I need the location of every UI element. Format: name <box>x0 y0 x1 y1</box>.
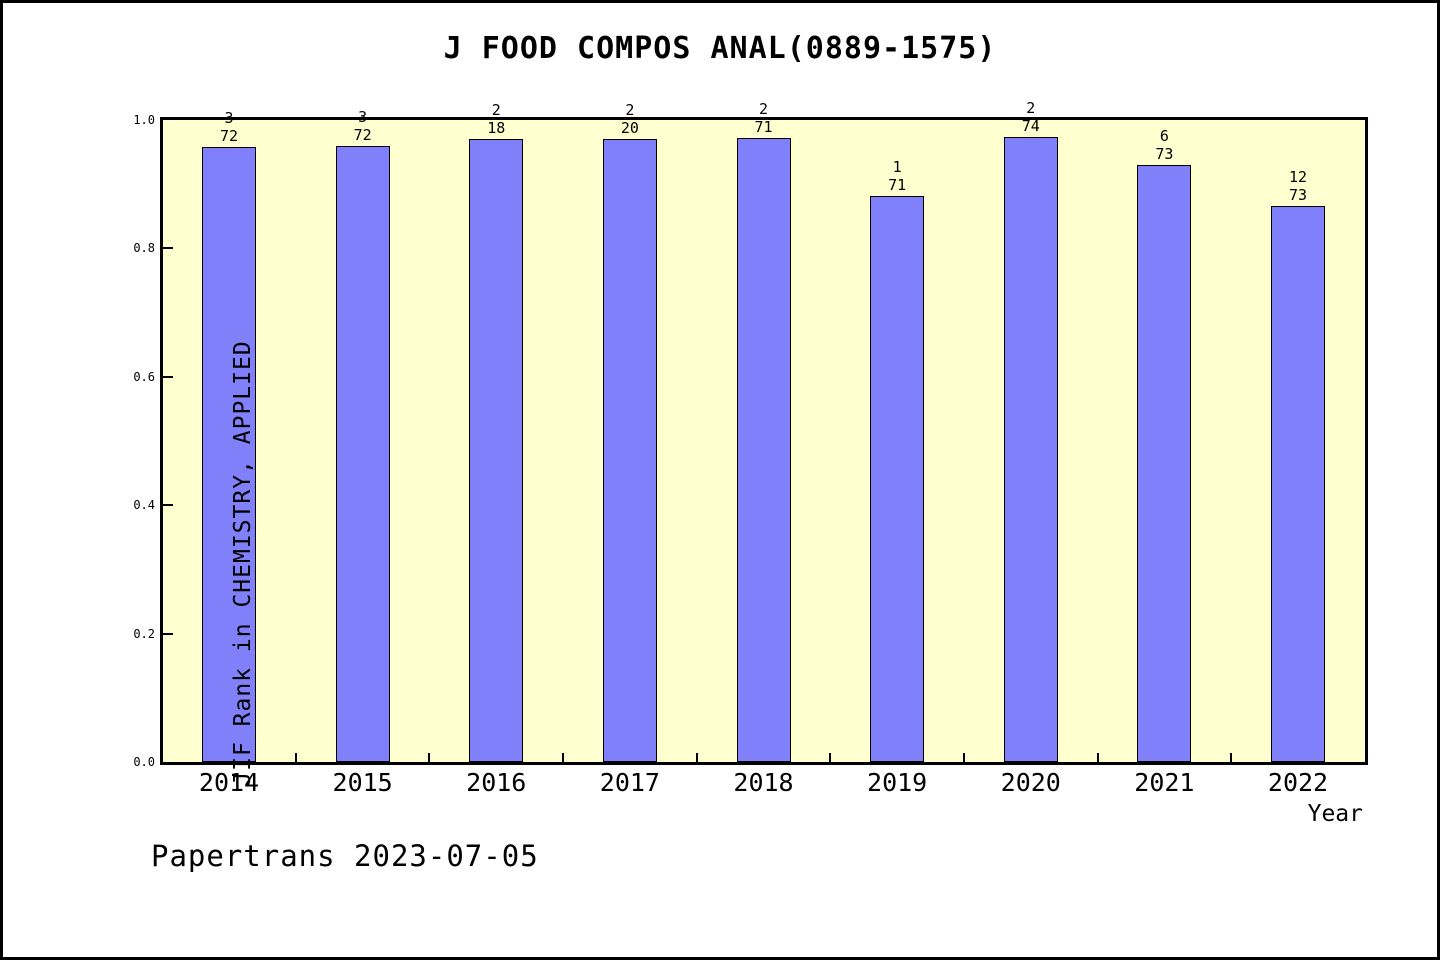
y-tick-mark <box>163 247 173 250</box>
bar-rank-label-2019: 1 71 <box>857 158 937 194</box>
year-label-2020: 2020 <box>1000 768 1061 797</box>
bar-2018 <box>736 137 791 762</box>
rank-denominator: 71 <box>888 175 907 194</box>
rank-denominator: 73 <box>1288 186 1308 205</box>
year-label-2018: 2018 <box>733 768 794 797</box>
bar-2014 <box>202 146 256 762</box>
bar-rank-label-2015: 3 72 <box>323 108 403 144</box>
plot-inner: 3 72 3 72 2 18 2 20 2 71 1 71 2 74 6 73 12 73 <box>163 99 1365 762</box>
x-minor-tick <box>562 753 565 762</box>
x-minor-tick <box>1096 753 1099 762</box>
rank-denominator: 71 <box>754 117 773 136</box>
x-minor-tick <box>294 753 297 762</box>
plot-area: 3 72 3 72 2 18 2 20 2 71 1 71 2 74 6 73 12 73 JIF Rank in… <box>160 99 1368 786</box>
bar-2015 <box>335 146 390 762</box>
y-tick-mark <box>163 375 173 378</box>
year-label-2014: 2014 <box>198 768 260 797</box>
y-tick-label-0.8: 0.8 <box>133 241 155 256</box>
year-label-2017: 2017 <box>599 768 660 797</box>
chart-title: J FOOD COMPOS ANAL(0889-1575) <box>443 31 997 66</box>
y-tick-label-0.4: 0.4 <box>133 498 155 513</box>
year-label-2016: 2016 <box>466 768 527 797</box>
rank-denominator: 72 <box>219 126 239 145</box>
x-axis-title: Year <box>1307 801 1363 827</box>
rank-numerator: 6 <box>1159 126 1169 145</box>
year-label-2022: 2022 <box>1267 768 1329 797</box>
rank-numerator: 2 <box>625 100 635 119</box>
y-tick-mark <box>163 504 173 507</box>
x-minor-tick <box>695 753 698 762</box>
year-label-2021: 2021 <box>1134 768 1195 797</box>
rank-numerator: 1 <box>892 157 902 176</box>
bar-2017 <box>602 138 657 762</box>
rank-numerator: 2 <box>491 100 501 119</box>
year-label-2019: 2019 <box>867 768 928 797</box>
rank-denominator: 20 <box>620 118 639 137</box>
rank-denominator: 74 <box>1021 117 1040 136</box>
rank-numerator: 12 <box>1288 168 1308 187</box>
rank-denominator: 72 <box>353 126 372 145</box>
year-label-2015: 2015 <box>332 768 393 797</box>
bar-2020 <box>1003 137 1058 762</box>
y-tick-label-0.0: 0.0 <box>133 755 155 769</box>
rank-numerator: 2 <box>758 99 769 118</box>
footer-watermark: Papertrans 2023-07-05 <box>151 839 539 873</box>
rank-denominator: 18 <box>487 118 506 137</box>
bar-rank-label-2020: 2 74 <box>991 99 1071 135</box>
y-tick-mark <box>163 632 173 635</box>
bar-rank-label-2018: 2 71 <box>724 100 804 136</box>
rank-numerator: 3 <box>358 108 368 127</box>
bar-2019 <box>870 195 925 762</box>
x-minor-tick <box>829 753 832 762</box>
rank-numerator: 2 <box>1026 99 1036 118</box>
bar-rank-label-2016: 2 18 <box>456 101 536 137</box>
bar-2016 <box>469 138 524 762</box>
rank-numerator: 3 <box>224 108 234 127</box>
bar-2021 <box>1137 164 1192 762</box>
bar-rank-label-2022: 12 73 <box>1258 168 1338 204</box>
bar-2022 <box>1271 206 1325 762</box>
bar-rank-label-2014: 3 72 <box>189 109 269 145</box>
x-minor-tick <box>962 753 965 762</box>
y-tick-label-0.2: 0.2 <box>133 626 155 641</box>
x-minor-tick <box>1230 753 1233 762</box>
y-axis-title: JIF Rank in CHEMISTRY, APPLIED <box>230 340 256 786</box>
y-tick-label-1.0: 1.0 <box>133 113 155 127</box>
bar-rank-label-2017: 2 20 <box>590 101 670 137</box>
x-minor-tick <box>428 753 431 762</box>
bar-rank-label-2021: 6 73 <box>1124 127 1204 163</box>
y-tick-label-0.6: 0.6 <box>133 369 155 384</box>
rank-denominator: 73 <box>1155 144 1174 163</box>
